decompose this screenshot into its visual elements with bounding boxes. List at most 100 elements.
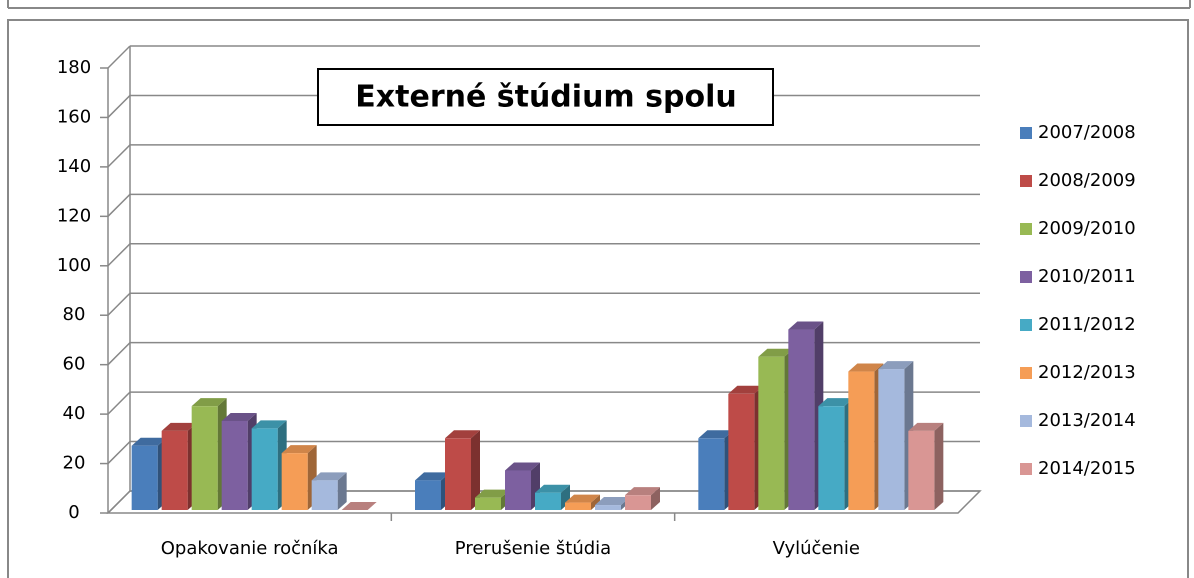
grid-line xyxy=(107,45,131,69)
bar-top xyxy=(505,462,540,471)
bar-top xyxy=(161,422,197,431)
bar-top xyxy=(788,321,824,330)
bar xyxy=(415,472,450,510)
bar xyxy=(445,430,480,510)
grid-line xyxy=(107,441,131,465)
bar xyxy=(818,398,854,510)
legend-swatch xyxy=(1020,367,1032,379)
y-tick-label: 120 xyxy=(57,205,91,226)
title-box xyxy=(317,68,774,126)
legend-swatch xyxy=(1020,223,1032,235)
bar xyxy=(131,437,167,510)
bar-top xyxy=(625,487,660,496)
bar xyxy=(251,420,287,510)
bar xyxy=(281,445,317,510)
bar-top xyxy=(848,363,884,372)
x-tick-label: Opakovanie ročníka xyxy=(161,538,339,559)
bar-top xyxy=(281,445,317,454)
bar-top xyxy=(908,422,944,431)
bar-front xyxy=(565,502,591,510)
y-tick-label: 60 xyxy=(63,354,86,375)
grid-line xyxy=(107,193,131,217)
bar-top xyxy=(595,497,630,506)
legend-swatch xyxy=(1020,127,1032,139)
bar-top xyxy=(311,472,347,481)
x-tick-label: Vylúčenie xyxy=(773,538,860,559)
y-tick-label: 20 xyxy=(63,453,86,474)
y-tick-label: 180 xyxy=(57,57,91,78)
bar xyxy=(788,321,824,510)
legend-label: 2012/2013 xyxy=(1038,362,1136,383)
legend-label: 2007/2008 xyxy=(1038,122,1136,143)
y-tick-label: 160 xyxy=(57,106,91,127)
bar xyxy=(161,422,197,510)
bar xyxy=(535,484,570,510)
plot: 0 20 40 60 80 100 120 140 160 180 Opakovanie roční… xyxy=(57,45,1136,559)
grid-line xyxy=(107,243,131,267)
bar-top xyxy=(878,361,914,370)
bar-top xyxy=(131,437,167,446)
legend-swatch xyxy=(1020,319,1032,331)
bar-top xyxy=(191,398,227,407)
grid-line xyxy=(107,292,131,316)
bar-front xyxy=(251,428,278,510)
grid-line xyxy=(107,342,131,366)
y-tick-label: 80 xyxy=(63,304,86,325)
bar-front xyxy=(758,356,785,510)
bar xyxy=(625,487,660,510)
bar-top xyxy=(221,413,257,421)
bar-front xyxy=(878,369,905,510)
bar-front xyxy=(221,421,248,510)
bar-front xyxy=(595,505,621,510)
bar-top xyxy=(341,502,377,510)
bar-front xyxy=(625,495,651,510)
bar xyxy=(848,363,884,510)
bar-side xyxy=(591,494,600,510)
bar-top xyxy=(445,430,480,439)
bar-top xyxy=(475,489,510,498)
chart-frame xyxy=(7,19,1189,578)
bar xyxy=(191,398,227,510)
legend-label: 2011/2012 xyxy=(1038,314,1136,335)
bar-side xyxy=(651,487,660,510)
bar xyxy=(311,472,347,510)
bar-front xyxy=(908,430,935,510)
y-tick-label: 0 xyxy=(68,502,79,523)
bar-top xyxy=(565,494,600,503)
bar-top xyxy=(728,385,764,394)
bar xyxy=(758,348,794,510)
legend-label: 2014/2015 xyxy=(1038,458,1136,479)
legend-label: 2013/2014 xyxy=(1038,410,1136,431)
chart-title: Externé štúdium spolu xyxy=(355,80,736,115)
y-tick-label: 40 xyxy=(63,403,86,424)
bar-front xyxy=(161,430,188,510)
bar xyxy=(595,497,630,510)
bar-front xyxy=(848,371,875,510)
grid-line xyxy=(107,490,131,514)
bar-front xyxy=(818,406,845,510)
bar-front xyxy=(788,329,815,510)
legend-label: 2010/2011 xyxy=(1038,266,1136,287)
bar xyxy=(908,422,944,510)
bar-side xyxy=(934,422,944,510)
bar xyxy=(878,361,914,510)
bar-front xyxy=(728,393,755,510)
legend-label: 2008/2009 xyxy=(1038,170,1136,191)
bar-top xyxy=(698,430,734,439)
bar xyxy=(475,489,510,510)
grid-line xyxy=(107,391,131,415)
bar-front xyxy=(311,480,338,510)
bar-side xyxy=(337,472,347,510)
legend-swatch xyxy=(1020,463,1032,475)
bar xyxy=(341,502,377,510)
bar-front xyxy=(475,497,501,510)
y-tick-label: 100 xyxy=(57,255,91,276)
bar-front xyxy=(131,445,158,510)
bar xyxy=(728,385,764,510)
bar-side xyxy=(471,430,480,510)
legend-label: 2009/2010 xyxy=(1038,218,1136,239)
x-tick-label: Prerušenie štúdia xyxy=(455,538,611,559)
bar-front xyxy=(505,470,531,510)
bar-top xyxy=(758,348,794,357)
